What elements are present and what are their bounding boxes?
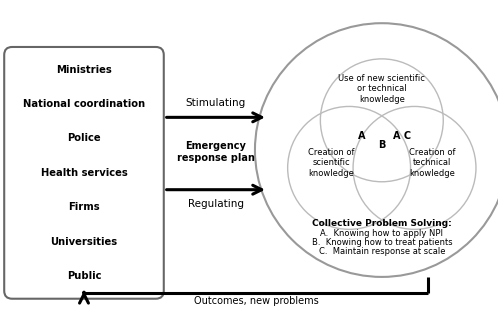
Text: Ministries: Ministries <box>56 65 112 75</box>
FancyBboxPatch shape <box>4 47 164 299</box>
Text: B: B <box>378 140 386 150</box>
Text: Regulating: Regulating <box>188 199 244 209</box>
Text: Police: Police <box>67 134 101 144</box>
Text: Stimulating: Stimulating <box>186 98 246 109</box>
Text: Universities: Universities <box>50 236 117 246</box>
Text: B.  Knowing how to treat patients: B. Knowing how to treat patients <box>312 238 452 247</box>
Text: A.  Knowing how to apply NPI: A. Knowing how to apply NPI <box>320 229 444 238</box>
Text: Outcomes, new problems: Outcomes, new problems <box>194 296 318 306</box>
Text: A C: A C <box>392 131 410 141</box>
Text: Use of new scientific
or technical
knowledge: Use of new scientific or technical knowl… <box>338 74 426 104</box>
Text: Firms: Firms <box>68 202 100 212</box>
Text: Collective Problem Solving:: Collective Problem Solving: <box>312 219 452 228</box>
Text: A: A <box>358 131 366 141</box>
Text: Health services: Health services <box>40 168 128 178</box>
Text: Emergency
response plan: Emergency response plan <box>177 141 254 163</box>
Text: Public: Public <box>66 271 101 281</box>
Text: National coordination: National coordination <box>23 99 145 109</box>
Text: C.  Maintain response at scale: C. Maintain response at scale <box>318 247 445 256</box>
Text: Creation of
technical
knowledge: Creation of technical knowledge <box>409 148 456 178</box>
Text: Creation of
scientific
knowledge: Creation of scientific knowledge <box>308 148 354 178</box>
